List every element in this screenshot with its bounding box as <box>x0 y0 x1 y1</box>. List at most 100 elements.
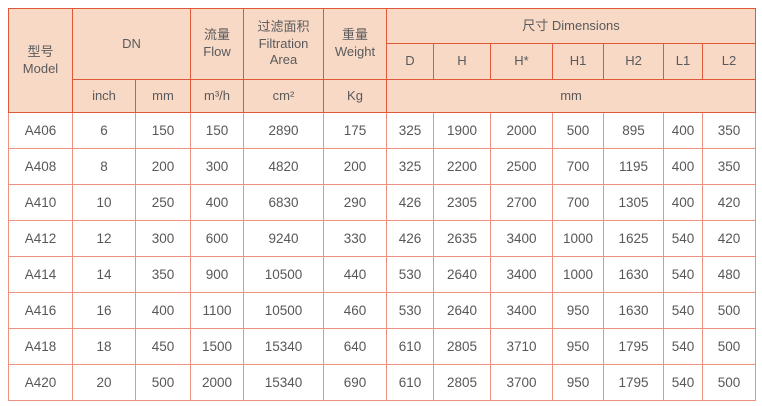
value-cell: 1195 <box>603 148 664 185</box>
value-cell: 350 <box>135 256 191 293</box>
value-cell: 3400 <box>490 220 553 257</box>
value-cell: 1630 <box>603 256 664 293</box>
value-cell: 150 <box>190 112 244 149</box>
value-cell: 3710 <box>490 328 553 365</box>
value-cell: 460 <box>323 292 387 329</box>
unit-dims-mm: mm <box>385 79 757 113</box>
value-cell: 426 <box>386 184 434 221</box>
model-cell: A408 <box>8 148 73 185</box>
col-header-hstar: H* <box>490 43 553 80</box>
value-cell: 2500 <box>490 148 553 185</box>
value-cell: 700 <box>552 184 604 221</box>
model-header-zh: 型号 <box>27 43 54 59</box>
table-row: A416 16 400 1100 10500 460 530 2640 3400 950 1630 5… <box>8 292 757 329</box>
value-cell: 2890 <box>243 112 324 149</box>
value-cell: 1625 <box>603 220 664 257</box>
model-cell: A412 <box>8 220 73 257</box>
value-cell: 540 <box>663 364 703 401</box>
value-cell: 1000 <box>552 220 604 257</box>
value-cell: 2640 <box>433 256 491 293</box>
value-cell: 1500 <box>190 328 244 365</box>
value-cell: 15340 <box>243 364 324 401</box>
spec-table: 型号 Model DN 流量 Flow 过滤面积 Filtration Area… <box>8 8 757 401</box>
value-cell: 400 <box>190 184 244 221</box>
table-row: A412 12 300 600 9240 330 426 2635 3400 1000 1625 54… <box>8 220 757 257</box>
value-cell: 500 <box>135 364 191 401</box>
value-cell: 200 <box>135 148 191 185</box>
model-cell: A418 <box>8 328 73 365</box>
value-cell: 950 <box>552 364 604 401</box>
value-cell: 900 <box>190 256 244 293</box>
value-cell: 1000 <box>552 256 604 293</box>
value-cell: 350 <box>701 112 757 149</box>
value-cell: 400 <box>663 184 703 221</box>
value-cell: 2000 <box>490 112 553 149</box>
value-cell: 2635 <box>433 220 491 257</box>
value-cell: 9240 <box>243 220 324 257</box>
col-header-h2: H2 <box>603 43 664 80</box>
col-header-model: 型号 Model <box>8 8 73 113</box>
value-cell: 18 <box>72 328 136 365</box>
value-cell: 530 <box>386 292 434 329</box>
value-cell: 2000 <box>190 364 244 401</box>
value-cell: 15340 <box>243 328 324 365</box>
unit-weight: Kg <box>323 79 387 113</box>
model-cell: A414 <box>8 256 73 293</box>
value-cell: 2805 <box>433 364 491 401</box>
value-cell: 290 <box>323 184 387 221</box>
spec-table-container: 型号 Model DN 流量 Flow 过滤面积 Filtration Area… <box>8 8 757 401</box>
value-cell: 420 <box>701 220 757 257</box>
value-cell: 400 <box>663 148 703 185</box>
value-cell: 6 <box>72 112 136 149</box>
value-cell: 400 <box>663 112 703 149</box>
unit-mm: mm <box>135 79 191 113</box>
value-cell: 700 <box>552 148 604 185</box>
col-header-l1: L1 <box>663 43 703 80</box>
value-cell: 540 <box>663 292 703 329</box>
value-cell: 500 <box>701 328 757 365</box>
filtration-header-zh: 过滤面积 <box>257 18 310 34</box>
model-header-en: Model <box>22 60 59 76</box>
value-cell: 330 <box>323 220 387 257</box>
value-cell: 6830 <box>243 184 324 221</box>
model-cell: A406 <box>8 112 73 149</box>
value-cell: 610 <box>386 364 434 401</box>
value-cell: 400 <box>135 292 191 329</box>
value-cell: 500 <box>701 292 757 329</box>
model-cell: A410 <box>8 184 73 221</box>
value-cell: 10500 <box>243 256 324 293</box>
value-cell: 200 <box>323 148 387 185</box>
value-cell: 20 <box>72 364 136 401</box>
value-cell: 440 <box>323 256 387 293</box>
value-cell: 540 <box>663 328 703 365</box>
table-row: A410 10 250 400 6830 290 426 2305 2700 700 1305 400… <box>8 184 757 221</box>
col-header-flow: 流量 Flow <box>190 8 244 80</box>
value-cell: 420 <box>701 184 757 221</box>
value-cell: 610 <box>386 328 434 365</box>
value-cell: 150 <box>135 112 191 149</box>
value-cell: 4820 <box>243 148 324 185</box>
flow-header-zh: 流量 <box>203 27 230 43</box>
value-cell: 950 <box>552 328 604 365</box>
value-cell: 325 <box>386 112 434 149</box>
value-cell: 3700 <box>490 364 553 401</box>
value-cell: 1305 <box>603 184 664 221</box>
value-cell: 426 <box>386 220 434 257</box>
value-cell: 12 <box>72 220 136 257</box>
col-header-weight: 重量 Weight <box>323 8 387 80</box>
value-cell: 175 <box>323 112 387 149</box>
value-cell: 10500 <box>243 292 324 329</box>
value-cell: 1100 <box>190 292 244 329</box>
table-row: A408 8 200 300 4820 200 325 2200 2500 700 1195 400 3… <box>8 148 757 185</box>
value-cell: 325 <box>386 148 434 185</box>
value-cell: 1795 <box>603 328 664 365</box>
model-cell: A420 <box>8 364 73 401</box>
col-header-dimensions: 尺寸 Dimensions <box>385 8 757 44</box>
value-cell: 500 <box>552 112 604 149</box>
model-cell: A416 <box>8 292 73 329</box>
value-cell: 1630 <box>603 292 664 329</box>
value-cell: 1900 <box>433 112 491 149</box>
value-cell: 2640 <box>433 292 491 329</box>
header-row-1: 型号 Model DN 流量 Flow 过滤面积 Filtration Area… <box>8 8 757 113</box>
value-cell: 16 <box>72 292 136 329</box>
